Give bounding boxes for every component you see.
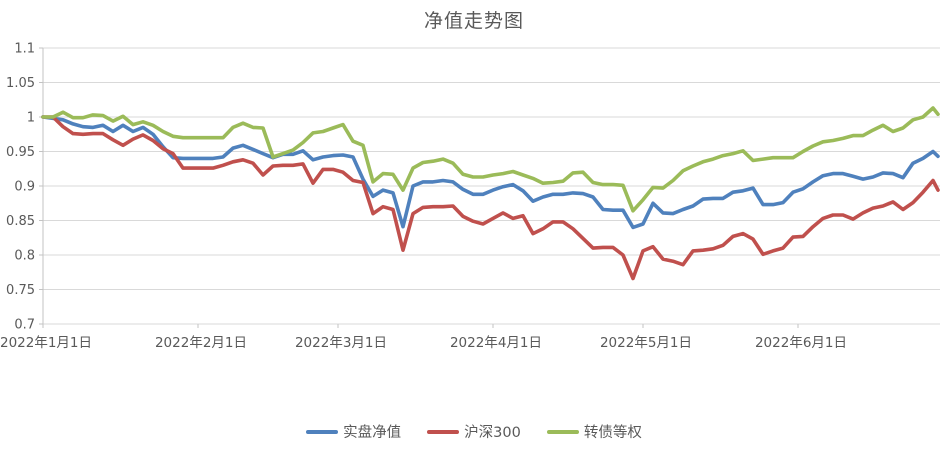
chart-title: 净值走势图 [423, 10, 524, 32]
x-axis-label: 2022年3月1日 [295, 335, 387, 351]
chart-canvas: 1.1 1.05 1 0.95 0.9 0.85 0.8 0.75 0.7 2022年1月1日 20… [0, 42, 940, 351]
legend-marker-line-icon [427, 429, 460, 434]
y-axis-label: 0.7 [14, 318, 35, 333]
legend-label: 沪深300 [464, 425, 521, 441]
y-axis-label: 1.05 [6, 76, 35, 91]
y-axis-label: 0.95 [6, 145, 35, 160]
legend-label: 实盘净值 [343, 425, 402, 441]
x-axis-label: 2022年2月1日 [155, 335, 247, 351]
legend: 实盘净值 沪深300 转债等权 [0, 421, 948, 442]
y-axis-label: 1.1 [14, 42, 35, 57]
legend-item-shipan-jingzhi[interactable]: 实盘净值 [306, 421, 401, 442]
legend-item-zhuanzhai-dengquan[interactable]: 转债等权 [546, 421, 642, 442]
y-axis-label: 0.85 [6, 214, 35, 229]
y-axis-label: 0.9 [14, 180, 35, 195]
series-line-1 [41, 115, 940, 281]
y-axis-label: 1 [27, 111, 35, 126]
y-axis-label: 0.75 [6, 283, 35, 298]
x-axis-label: 2022年4月1日 [450, 335, 542, 351]
legend-marker-line-icon [306, 429, 339, 434]
x-axis-label: 2022年1月1日 [0, 335, 92, 351]
series-line-2 [41, 106, 940, 213]
x-axis-label: 2022年5月1日 [600, 335, 692, 351]
y-axis-label: 0.8 [14, 249, 35, 264]
x-axis-label: 2022年6月1日 [755, 335, 847, 351]
legend-label: 转债等权 [583, 425, 642, 441]
series-line-0 [41, 115, 940, 230]
legend-item-hushen300[interactable]: 沪深300 [427, 421, 521, 442]
legend-marker-line-icon [546, 429, 579, 434]
